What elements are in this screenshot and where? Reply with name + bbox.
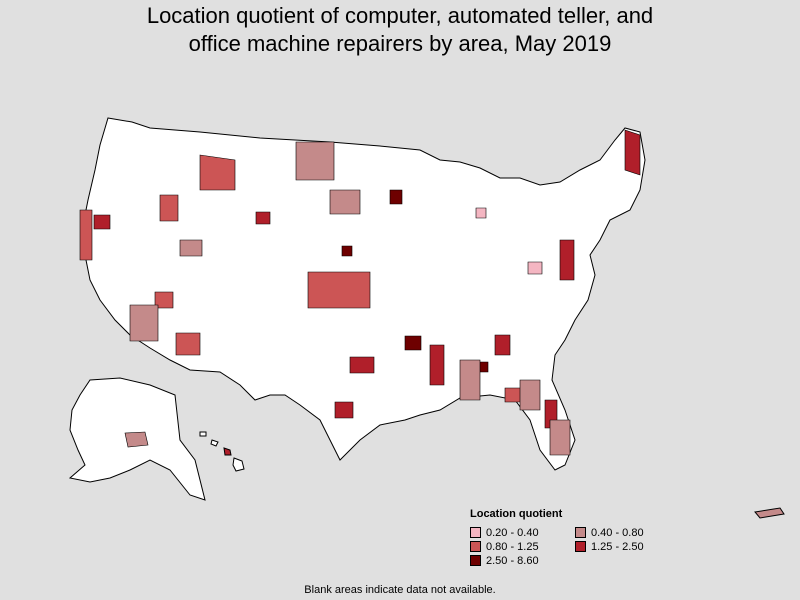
map-legend: Location quotient 0.20 - 0.40 0.40 - 0.8… [470,508,700,567]
legend-item-0-80-1-25: 0.80 - 1.25 [470,540,575,553]
legend-label: 2.50 - 8.60 [486,554,539,567]
legend-label: 0.80 - 1.25 [486,540,539,553]
title-line-2: office machine repairers by area, May 20… [188,31,612,56]
title-line-1: Location quotient of computer, automated… [146,3,654,28]
legend-label: 1.25 - 2.50 [591,540,644,553]
map-title: Location quotient of computer, automated… [0,2,800,58]
legend-swatch [575,541,586,552]
legend-item-0-40-0-80: 0.40 - 0.80 [575,526,685,539]
legend-item-1-25-2-50: 1.25 - 2.50 [575,540,685,553]
hawaii [199,431,245,472]
area-shading [79,129,641,456]
legend-label: 0.40 - 0.80 [591,526,644,539]
legend-label: 0.20 - 0.40 [486,526,539,539]
legend-swatch [470,555,481,566]
legend-item-2-50-8-60: 2.50 - 8.60 [470,554,575,567]
legend-item-0-20-0-40: 0.20 - 0.40 [470,526,575,539]
legend-swatch [470,527,481,538]
legend-swatch [575,527,586,538]
footnote: Blank areas indicate data not available. [304,584,496,596]
legend-title: Location quotient [470,508,563,520]
puerto-rico [754,507,785,519]
alaska-area [124,431,149,448]
legend-swatch [470,541,481,552]
